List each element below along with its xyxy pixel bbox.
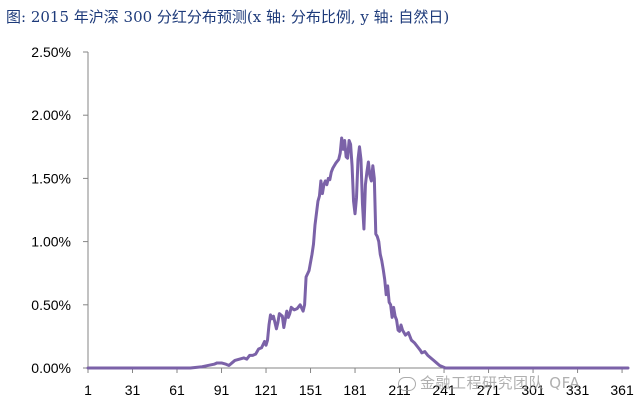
y-tick-label: 0.50% <box>31 297 71 313</box>
y-tick-label: 1.50% <box>31 170 71 186</box>
x-tick-label: 31 <box>125 382 141 398</box>
y-tick-label: 1.00% <box>31 234 71 250</box>
x-tick-label: 331 <box>566 382 590 398</box>
x-tick-label: 151 <box>299 382 323 398</box>
watermark-text: 金融工程研究团队 QFA <box>420 374 581 392</box>
x-tick-label: 271 <box>477 382 501 398</box>
x-tick-label: 61 <box>169 382 185 398</box>
series-line <box>86 136 630 370</box>
x-tick-label: 361 <box>610 382 634 398</box>
chart-title: 图: 2015 年沪深 300 分红分布预测(x 轴: 分布比例, y 轴: 自… <box>6 8 450 26</box>
y-tick-label: 2.00% <box>31 107 71 123</box>
x-tick-label: 241 <box>432 382 456 398</box>
y-axis: 0.00% 0.50% 1.00% 1.50% 2.00% 2.50% <box>31 44 89 376</box>
x-tick-label: 1 <box>84 382 92 398</box>
y-tick-label: 2.50% <box>31 44 71 60</box>
x-tick-label: 301 <box>521 382 545 398</box>
x-tick-label: 91 <box>214 382 230 398</box>
chat-bubble-icon <box>398 376 416 391</box>
y-tick-label: 0.00% <box>31 360 71 376</box>
x-tick-label: 181 <box>343 382 367 398</box>
watermark: 金融工程研究团队 QFA <box>398 372 580 393</box>
x-tick-label: 121 <box>254 382 278 398</box>
